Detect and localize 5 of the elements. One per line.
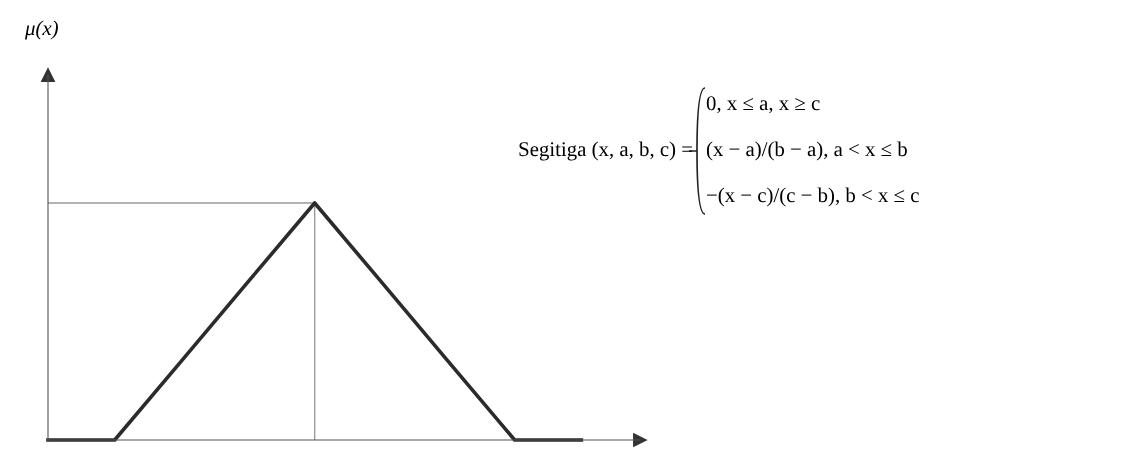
text: (x − a)/(b − a), a < x ≤ b	[706, 141, 907, 161]
text: 0, x ≤ a, x ≥ c	[706, 96, 820, 114]
text: Segitiga (x, a, b, c) =	[519, 141, 692, 161]
text: −(x − c)/(c − b), b < x ≤ c	[707, 187, 919, 207]
text: μ(x)	[24, 20, 58, 40]
